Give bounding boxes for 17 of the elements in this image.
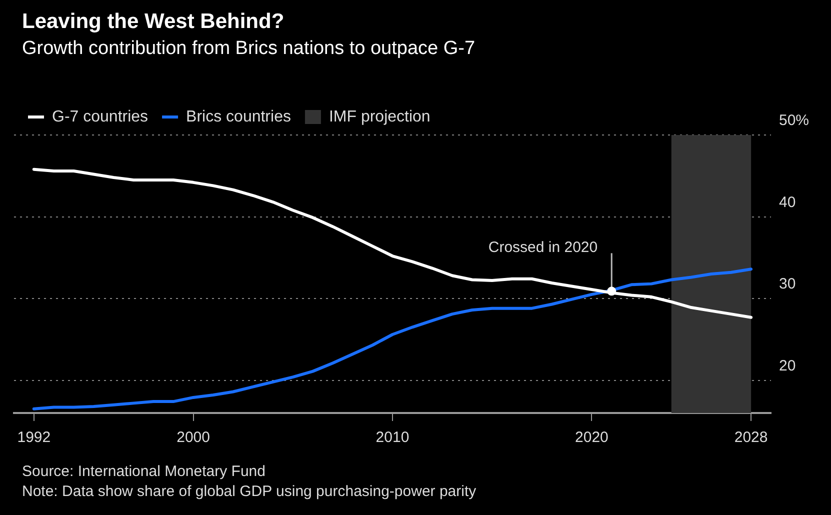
chart-title: Leaving the West Behind? [22, 10, 284, 34]
x-tick-label: 2000 [176, 429, 210, 446]
chart-subtitle: Growth contribution from Brics nations to outpace G-7 [22, 38, 476, 60]
x-tick-label: 2028 [734, 429, 768, 446]
y-tick-label: 40 [778, 194, 796, 211]
text: Note: Data show share of global GDP using purchasing-power parity [22, 482, 476, 502]
annotation: Crossed in 2020 [488, 238, 598, 256]
x-tick-label: 1992 [17, 429, 51, 446]
y-tick-label: 30 [778, 276, 796, 293]
x-tick-label: 2010 [376, 429, 410, 446]
x-tick-label: 2020 [575, 429, 608, 446]
source-note: Source: International Monetary Fund [22, 462, 266, 482]
legend-label: Brics countries [186, 108, 291, 126]
legend-label: IMF projection [328, 108, 430, 126]
legend-label: G-7 countries [52, 108, 148, 126]
y-tick-label: 50% [778, 112, 810, 130]
y-tick-label: 20 [778, 357, 796, 374]
